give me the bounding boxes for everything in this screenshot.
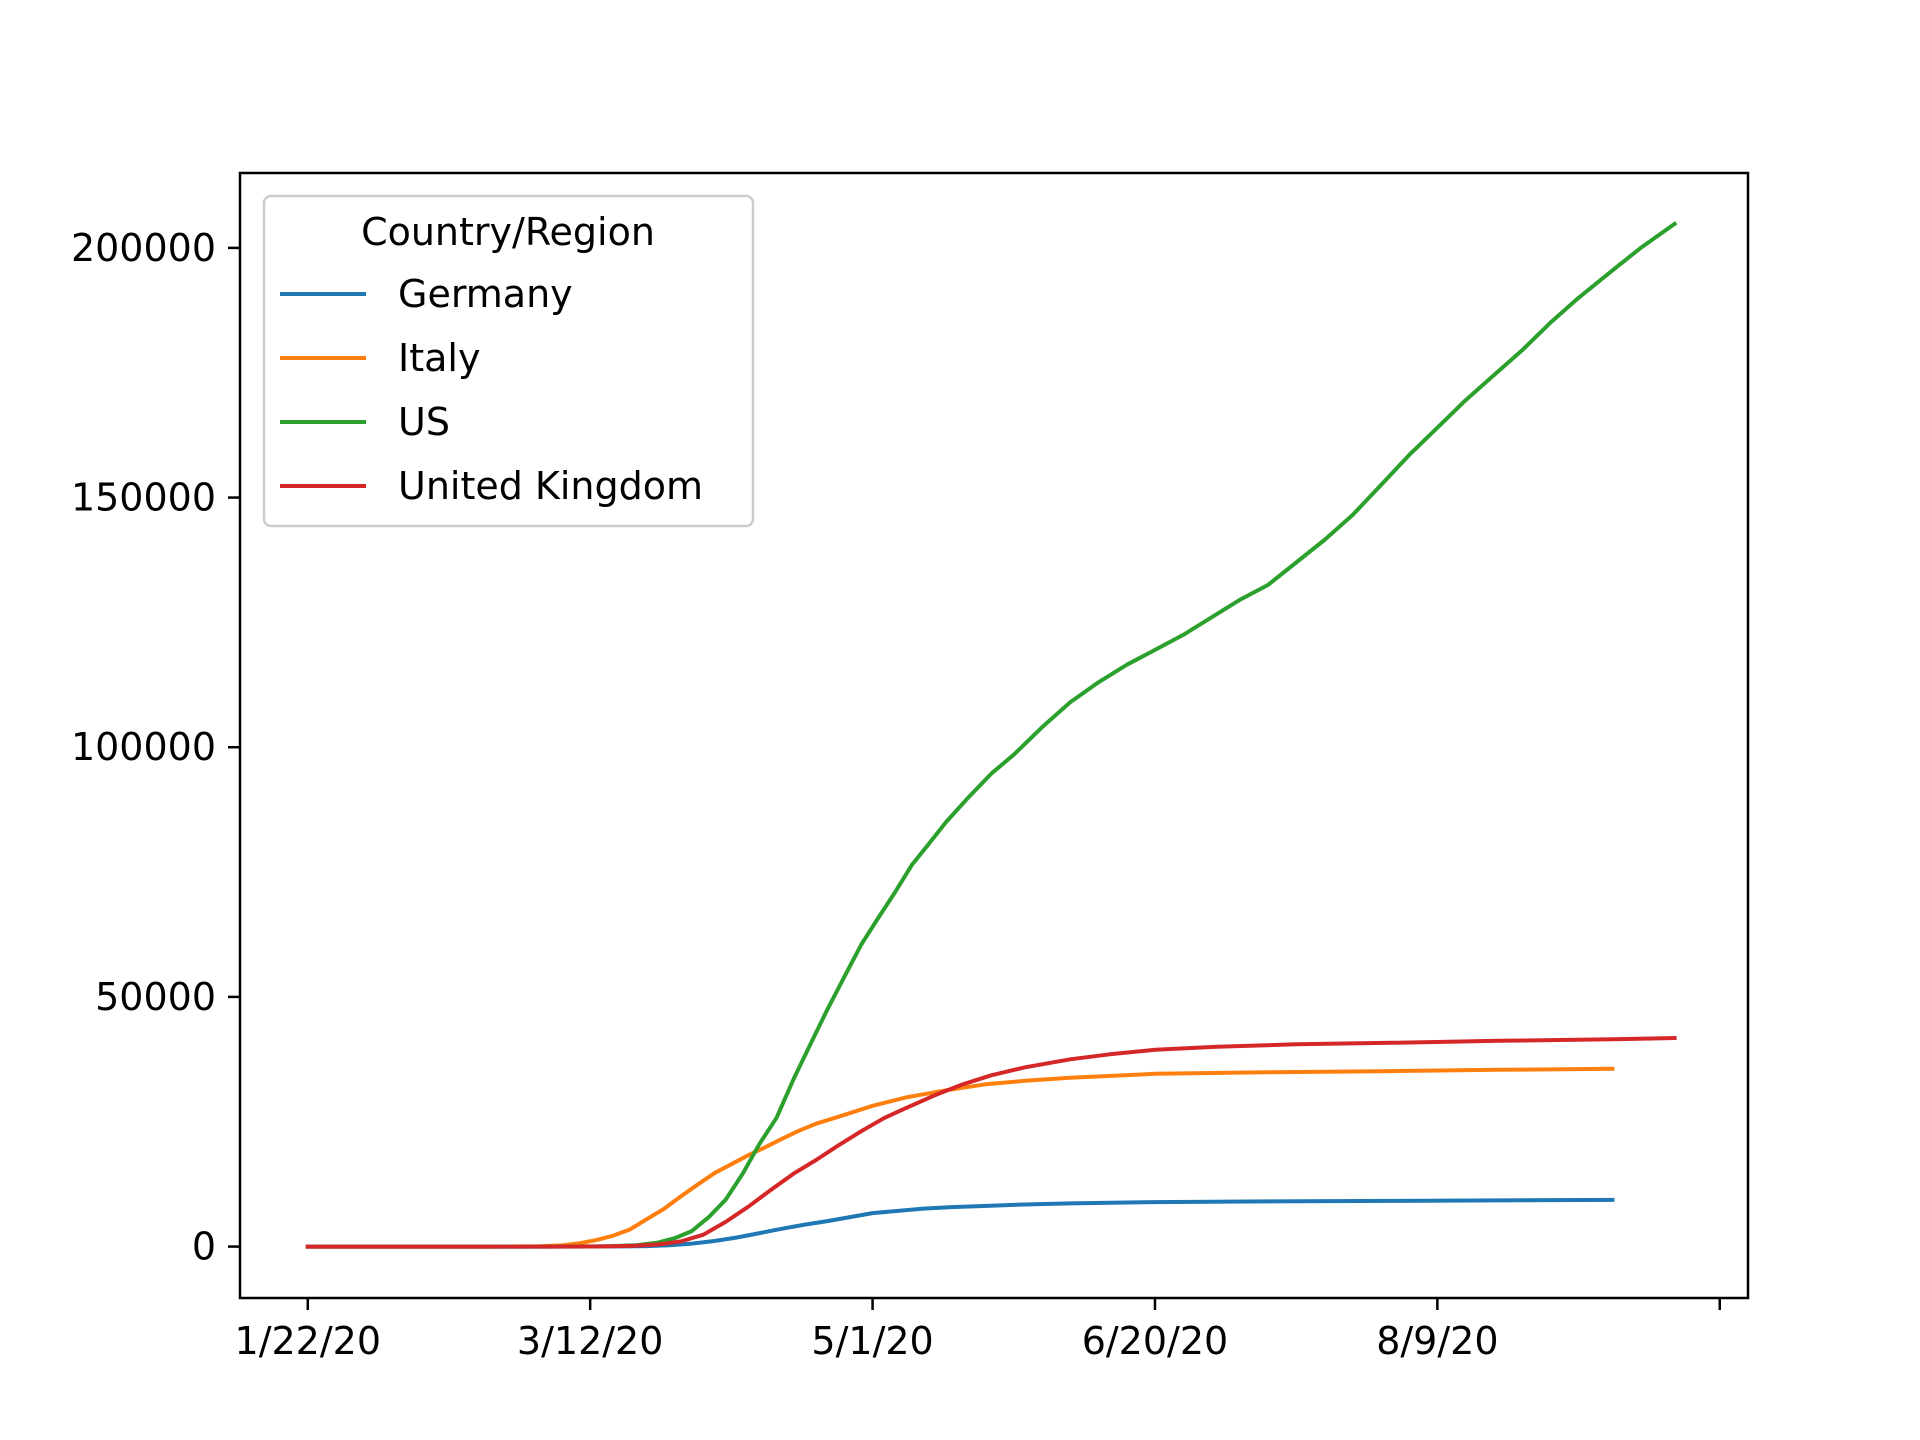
y-tick-label: 50000 bbox=[95, 975, 216, 1019]
y-tick-label: 0 bbox=[192, 1225, 216, 1269]
x-tick-label: 3/12/20 bbox=[517, 1319, 664, 1363]
plot-frame bbox=[238, 171, 1750, 1300]
series-line-united-kingdom bbox=[305, 1036, 1677, 1249]
y-tick-label: 150000 bbox=[71, 476, 216, 520]
x-tick-label: 8/9/20 bbox=[1376, 1319, 1498, 1363]
x-tick-label: 6/20/20 bbox=[1082, 1319, 1229, 1363]
legend: Country/Region Germany Italy US United King… bbox=[262, 194, 755, 528]
x-tick-label: 1/22/20 bbox=[235, 1319, 382, 1363]
legend-entries: Germany Italy US United Kingdom bbox=[280, 272, 703, 508]
x-axis: 1/22/20 3/12/20 5/1/20 6/20/20 8/9/20 bbox=[235, 1298, 1722, 1363]
legend-label-us: US bbox=[398, 400, 450, 444]
legend-box bbox=[262, 194, 755, 528]
series-line-us bbox=[305, 221, 1678, 1249]
x-tick-label: 5/1/20 bbox=[811, 1319, 933, 1363]
legend-label-united-kingdom: United Kingdom bbox=[398, 464, 703, 508]
y-axis: 0 50000 100000 150000 200000 bbox=[71, 226, 240, 1269]
legend-label-italy: Italy bbox=[398, 336, 480, 380]
y-tick-label: 200000 bbox=[71, 226, 216, 270]
legend-label-germany: Germany bbox=[398, 272, 573, 316]
series-layer bbox=[305, 221, 1678, 1249]
y-tick-label: 100000 bbox=[71, 725, 216, 769]
legend-title: Country/Region bbox=[361, 210, 655, 254]
